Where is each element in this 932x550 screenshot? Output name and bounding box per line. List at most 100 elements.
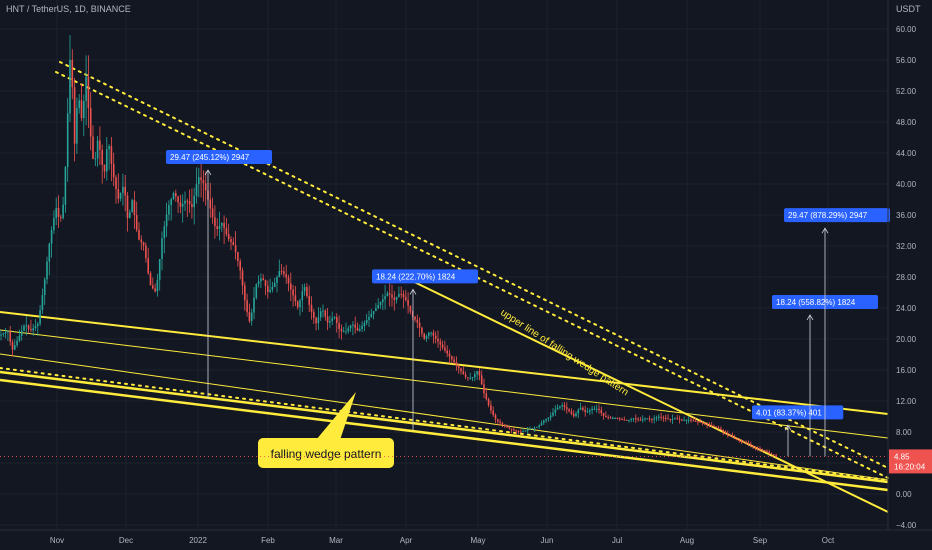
candle-body [50, 229, 53, 244]
candle-body [64, 166, 67, 205]
candle-body [388, 293, 391, 295]
wedge-dotted-line [0, 367, 889, 481]
candle-body [747, 442, 750, 444]
candle-body [99, 140, 101, 150]
candle-body [80, 100, 83, 119]
candle-body [69, 60, 71, 114]
candle-body [547, 417, 550, 420]
candle-body [163, 226, 166, 239]
candle-body [655, 417, 658, 419]
candle-body [395, 296, 398, 300]
candle-body [586, 411, 589, 413]
candle-body [361, 325, 363, 329]
axis-unit: USDT [896, 4, 921, 14]
candle-body [660, 416, 662, 418]
candle-body [370, 314, 373, 318]
candle-body [296, 301, 299, 308]
candle-body [92, 136, 94, 159]
candle-body [773, 454, 775, 456]
candle-body [720, 428, 722, 430]
candle-body [674, 418, 676, 420]
candle-body [775, 455, 777, 457]
candle-body [421, 327, 423, 334]
falling-wedge-callout [258, 438, 394, 468]
candle-body [607, 416, 609, 418]
time-axis: Nov Dec 2022 Feb Mar Apr May Jun Jul Aug Sep Oct [0, 529, 932, 545]
candle-body [126, 195, 129, 218]
candle-body [255, 284, 258, 298]
candle-body [377, 305, 379, 309]
candle-body [464, 374, 467, 378]
candle-body [575, 413, 577, 417]
measure-label-box [784, 208, 890, 223]
time-tick-label: Feb [261, 536, 275, 545]
candle-body [294, 295, 297, 302]
symbol-title: HNT / TetherUS, 1D, BINANCE [6, 4, 131, 14]
candle-body [451, 356, 453, 360]
candle-body [756, 447, 759, 449]
candle-body [60, 216, 62, 219]
candle-body [393, 297, 396, 300]
candle-body [225, 228, 228, 235]
candle-body [549, 415, 552, 418]
candle-body [570, 411, 573, 414]
candle-body [694, 420, 697, 422]
candle-body [727, 432, 729, 435]
candle-body [407, 299, 409, 306]
candle-body [267, 286, 269, 292]
candle-body [103, 164, 106, 172]
candle-body [400, 293, 402, 295]
candle-body [372, 311, 375, 315]
candle-body [76, 108, 78, 144]
measure-arrowhead [204, 169, 212, 176]
candle-body [536, 426, 538, 428]
candle-body [232, 242, 235, 246]
wedge-upper-line-annotation: upper line of falling wedge pattern [498, 307, 630, 398]
candle-body [681, 419, 683, 421]
candle-body [503, 424, 506, 426]
price-tick-label: −4.00 [896, 521, 917, 530]
candle-body [30, 329, 32, 331]
candle-body [687, 419, 690, 421]
candle-body [499, 421, 501, 424]
candle-body [101, 149, 103, 165]
candle-body [667, 418, 669, 420]
candle-body [715, 426, 718, 428]
candle-body [554, 409, 557, 413]
candle-body [145, 245, 147, 259]
candle-body [437, 338, 439, 342]
price-tick-label: 60.00 [896, 25, 917, 34]
candle-body [566, 407, 568, 410]
candle-body [23, 325, 25, 331]
time-tick-label: Sep [753, 536, 768, 545]
candle-body [331, 318, 333, 322]
candle-body [181, 203, 184, 207]
wedge-trendline [405, 277, 889, 513]
candle-body [448, 353, 451, 357]
candle-body [605, 415, 607, 417]
candle-body [365, 320, 368, 323]
candle-body [559, 406, 561, 408]
candle-body [25, 325, 28, 327]
candle-body [425, 335, 428, 339]
time-tick-label: Oct [822, 536, 835, 545]
candle-body [156, 279, 159, 292]
candle-body [446, 350, 448, 354]
candle-body [669, 419, 672, 421]
candle-body [637, 418, 639, 420]
candle-body [138, 229, 140, 240]
candle-body [333, 317, 336, 319]
candle-body [340, 328, 343, 332]
candle-body [244, 285, 246, 301]
candle-body [140, 239, 143, 243]
candle-body [221, 223, 223, 226]
candle-body [262, 278, 264, 281]
measure-label-box [166, 150, 272, 165]
candle-body [239, 261, 241, 271]
candle-body [625, 419, 628, 421]
candle-body [722, 429, 724, 432]
candle-body [71, 60, 74, 88]
candle-body [41, 295, 44, 310]
candle-body [628, 420, 630, 422]
